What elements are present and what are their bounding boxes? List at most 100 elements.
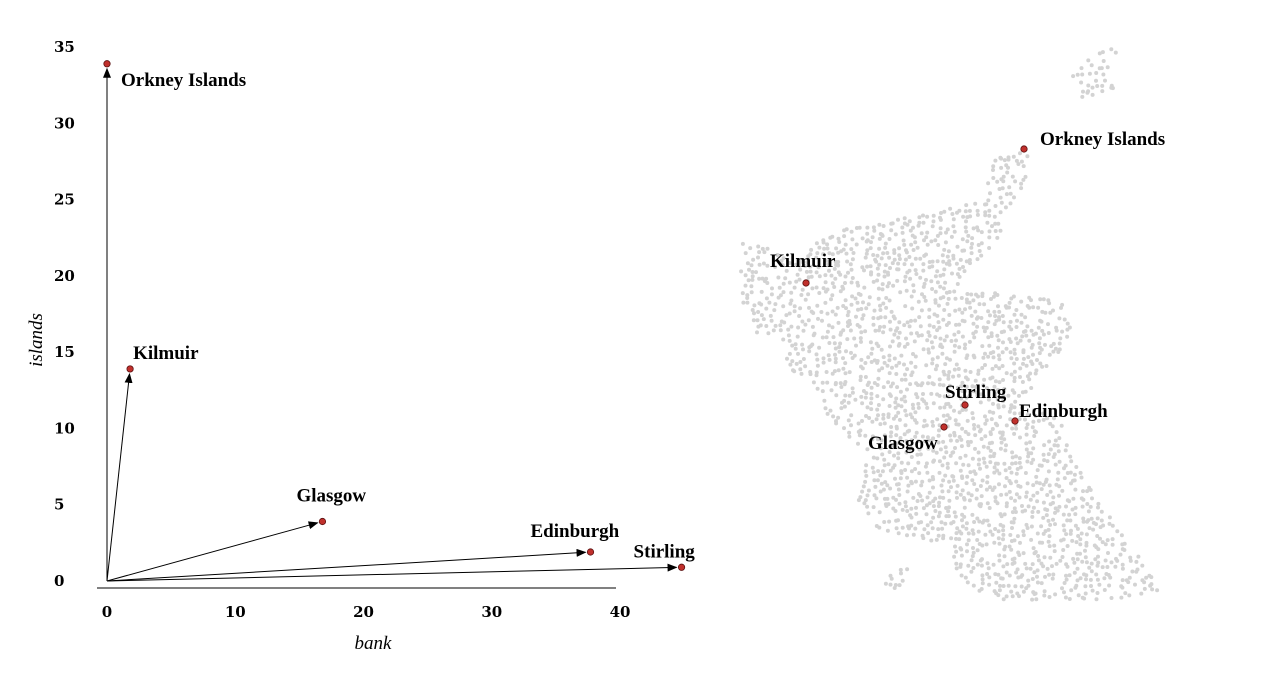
map-dot bbox=[980, 573, 985, 578]
map-dot bbox=[1113, 50, 1118, 55]
map-dot bbox=[954, 531, 959, 536]
map-dot bbox=[996, 593, 1001, 598]
map-dot bbox=[746, 278, 751, 283]
map-dot bbox=[969, 493, 974, 498]
map-city-marker bbox=[940, 423, 948, 431]
map-dot bbox=[784, 313, 789, 318]
map-dot bbox=[863, 395, 868, 400]
map-dot bbox=[998, 415, 1003, 419]
map-dot bbox=[1014, 357, 1019, 361]
map-dot bbox=[892, 332, 897, 337]
map-dot bbox=[953, 296, 958, 301]
map-dot bbox=[1059, 423, 1064, 428]
map-dot bbox=[1021, 551, 1026, 556]
map-dot bbox=[878, 446, 883, 451]
map-dot bbox=[1107, 521, 1112, 526]
map-dot bbox=[1025, 422, 1030, 427]
map-dot bbox=[1018, 484, 1023, 489]
map-dot bbox=[863, 498, 868, 503]
map-dot bbox=[841, 366, 846, 371]
map-dot bbox=[1011, 294, 1016, 299]
map-dot bbox=[863, 469, 868, 474]
map-dot bbox=[1030, 597, 1035, 602]
map-dot bbox=[940, 351, 945, 356]
map-dot bbox=[984, 202, 989, 207]
map-dot bbox=[781, 290, 786, 295]
map-dot bbox=[758, 323, 763, 328]
map-dot bbox=[1018, 375, 1022, 379]
map bbox=[739, 47, 1160, 602]
map-dot bbox=[1069, 588, 1074, 593]
map-dot bbox=[1052, 549, 1057, 554]
map-dot bbox=[1025, 154, 1030, 159]
map-dot bbox=[892, 248, 897, 253]
map-dot bbox=[971, 546, 975, 550]
map-dot bbox=[921, 347, 926, 352]
map-dot bbox=[868, 264, 873, 269]
map-dot bbox=[903, 399, 908, 404]
map-dot bbox=[917, 220, 922, 225]
map-dot bbox=[805, 260, 810, 265]
map-dot bbox=[919, 231, 924, 236]
map-dot bbox=[976, 462, 981, 467]
map-dot bbox=[1079, 66, 1084, 71]
map-dot bbox=[914, 420, 919, 425]
map-dot bbox=[844, 251, 849, 256]
map-dot bbox=[970, 528, 975, 533]
map-dot bbox=[1071, 496, 1076, 501]
map-dot bbox=[1003, 468, 1008, 473]
map-dot bbox=[988, 529, 993, 534]
map-dot bbox=[893, 509, 898, 513]
map-dot bbox=[996, 529, 1001, 534]
map-dot bbox=[1010, 455, 1015, 460]
map-city-label: Stirling bbox=[945, 382, 1007, 403]
map-dot bbox=[947, 262, 952, 267]
map-dot bbox=[849, 280, 854, 285]
map-dot bbox=[781, 281, 786, 286]
map-dot bbox=[797, 277, 802, 282]
map-dot bbox=[751, 318, 756, 323]
map-dot bbox=[787, 280, 792, 285]
map-dot bbox=[836, 368, 841, 373]
map-dot bbox=[803, 297, 808, 302]
map-dot bbox=[905, 567, 910, 572]
map-dot bbox=[1065, 518, 1070, 523]
map-dot bbox=[975, 516, 980, 521]
map-dot bbox=[927, 490, 932, 495]
map-dot bbox=[1041, 297, 1046, 302]
map-dot bbox=[1014, 426, 1019, 431]
map-dot bbox=[1039, 581, 1044, 586]
map-dot bbox=[1007, 305, 1011, 310]
map-dot bbox=[964, 203, 969, 208]
map-dot bbox=[982, 329, 987, 334]
map-dot bbox=[1007, 489, 1012, 494]
map-dot bbox=[911, 283, 916, 288]
map-dot bbox=[877, 368, 882, 373]
map-dot bbox=[1030, 425, 1035, 430]
map-dot bbox=[942, 405, 947, 410]
map-dot bbox=[1019, 574, 1023, 579]
map-dot bbox=[963, 389, 968, 393]
map-dot bbox=[1103, 542, 1108, 547]
map-dot bbox=[960, 518, 964, 523]
map-dot bbox=[1088, 504, 1093, 509]
map-dot bbox=[1113, 564, 1118, 569]
map-dot bbox=[1000, 576, 1005, 581]
map-dot bbox=[960, 426, 965, 431]
map-dot bbox=[1015, 567, 1020, 572]
map-dot bbox=[1051, 495, 1056, 500]
map-dot bbox=[1150, 587, 1155, 592]
map-dot bbox=[745, 296, 750, 300]
map-dot bbox=[963, 429, 968, 434]
map-dot bbox=[960, 334, 965, 339]
map-dot bbox=[786, 327, 791, 332]
map-dot bbox=[962, 505, 967, 510]
map-dot bbox=[783, 276, 788, 281]
map-dot bbox=[908, 228, 913, 233]
map-dot bbox=[881, 301, 886, 306]
map-dot bbox=[1010, 450, 1015, 455]
map-dot bbox=[924, 235, 929, 240]
map-dot bbox=[946, 394, 951, 399]
map-dot bbox=[913, 364, 918, 369]
map-dot bbox=[974, 316, 979, 321]
